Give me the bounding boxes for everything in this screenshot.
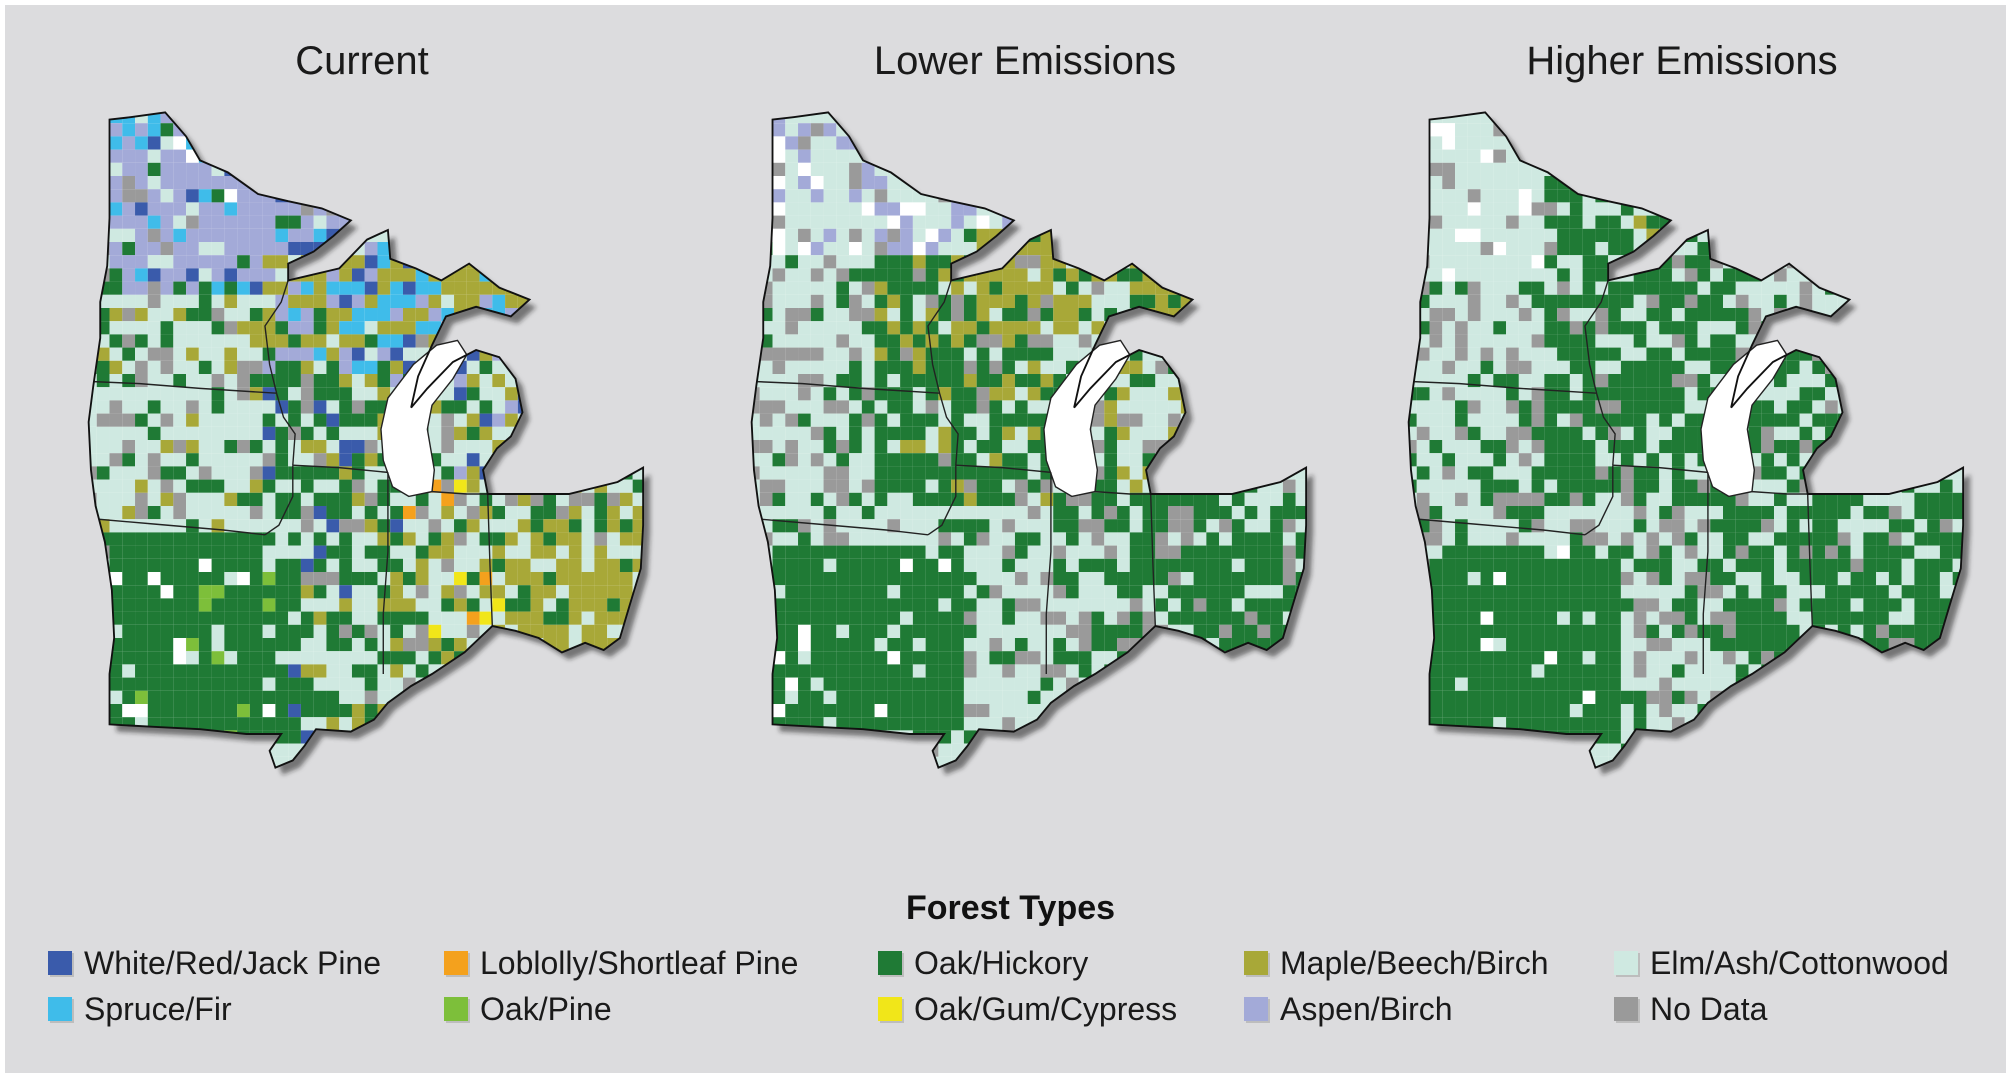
map-title-lower-emissions: Lower Emissions <box>873 39 1177 83</box>
state-border <box>1149 493 1157 627</box>
state-border <box>264 280 296 466</box>
forest-type-grid <box>1408 112 1964 768</box>
state-border <box>751 517 929 536</box>
state-border <box>1751 490 1808 495</box>
state-border <box>1612 464 1708 474</box>
legend-swatch <box>878 997 902 1021</box>
legend-swatch <box>1614 997 1638 1021</box>
state-border <box>486 493 494 627</box>
state-border <box>1702 472 1709 675</box>
legend-swatch <box>444 951 468 975</box>
lake-michigan <box>380 339 468 498</box>
state-border <box>1408 517 1586 536</box>
state-border <box>1408 380 1597 394</box>
state-border <box>264 465 294 536</box>
legend-label: Oak/Hickory <box>914 944 1089 981</box>
legend-label: Aspen/Birch <box>1280 990 1453 1027</box>
legend-swatch <box>1614 951 1638 975</box>
legend-item-oak-gum-cypress: Oak/Gum/Cypress <box>878 989 1177 1029</box>
state-border <box>88 380 277 394</box>
legend-item-oak-hickory: Oak/Hickory <box>878 943 1088 983</box>
legend-label: Loblolly/Shortleaf Pine <box>480 944 799 981</box>
state-border <box>1806 493 1814 627</box>
state-border <box>382 472 389 675</box>
legend-swatch <box>48 997 72 1021</box>
forest-map-svg <box>87 111 645 769</box>
lake-michigan <box>1043 339 1131 498</box>
forest-type-grid <box>88 112 644 768</box>
state-border <box>431 490 488 495</box>
legend-item-loblolly-shortleaf-pine: Loblolly/Shortleaf Pine <box>444 943 798 983</box>
legend-label: Spruce/Fir <box>84 990 232 1027</box>
legend-item-spruce-fir: Spruce/Fir <box>48 989 232 1029</box>
map-lower-emissions <box>705 110 1345 830</box>
legend-item-oak-pine: Oak/Pine <box>444 989 612 1029</box>
forest-map-svg <box>1407 111 1965 769</box>
legend-label: Maple/Beech/Birch <box>1280 944 1549 981</box>
legend-title: Forest Types <box>905 889 1116 927</box>
legend-label: No Data <box>1650 990 1768 1027</box>
state-border <box>88 517 266 536</box>
legend-item-no-data: No Data <box>1614 989 1767 1029</box>
map-title-current: Current <box>295 39 429 83</box>
forest-type-grid <box>751 112 1307 768</box>
legend-swatch <box>444 997 468 1021</box>
legend-label: Elm/Ash/Cottonwood <box>1650 944 1949 981</box>
region-outline <box>750 111 1308 769</box>
state-border <box>955 464 1051 474</box>
state-border <box>292 464 388 474</box>
state-border <box>1584 280 1616 466</box>
state-border <box>1584 465 1614 536</box>
legend-item-maple-beech-birch: Maple/Beech/Birch <box>1244 943 1549 983</box>
legend-swatch <box>878 951 902 975</box>
legend-label: Oak/Pine <box>480 990 612 1027</box>
legend-swatch <box>48 951 72 975</box>
legend-item-white-red-jack-pine: White/Red/Jack Pine <box>48 943 381 983</box>
legend-item-elm-ash-cottonwood: Elm/Ash/Cottonwood <box>1614 943 1949 983</box>
legend-item-aspen-birch: Aspen/Birch <box>1244 989 1453 1029</box>
map-higher-emissions <box>1362 110 2002 830</box>
legend-label: Oak/Gum/Cypress <box>914 990 1178 1027</box>
forest-map-svg <box>750 111 1308 769</box>
legend-label: White/Red/Jack Pine <box>84 944 382 981</box>
state-border <box>1045 472 1052 675</box>
state-border <box>927 465 957 536</box>
region-outline <box>1407 111 1965 769</box>
state-border <box>927 280 959 466</box>
state-border <box>1094 490 1151 495</box>
map-current <box>42 110 682 830</box>
legend-swatch <box>1244 951 1268 975</box>
state-border <box>751 380 940 394</box>
legend-swatch <box>1244 997 1268 1021</box>
region-outline <box>87 111 645 769</box>
figure-panel: Current Lower Emissions Higher Emissions… <box>5 5 2006 1073</box>
lake-michigan <box>1700 339 1788 498</box>
map-title-higher-emissions: Higher Emissions <box>1526 39 1838 83</box>
